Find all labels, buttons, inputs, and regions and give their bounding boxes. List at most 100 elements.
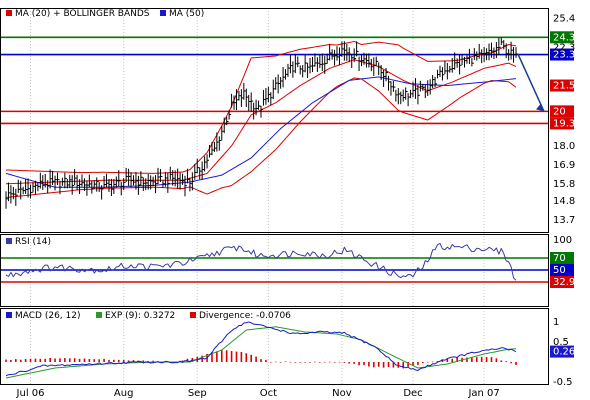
divergence-bar	[319, 362, 321, 363]
divergence-bar	[250, 354, 252, 362]
price-y-tick-label: 18.0	[553, 141, 575, 152]
divergence-bar	[387, 362, 390, 368]
divergence-bar	[309, 362, 311, 363]
divergence-bar	[392, 362, 395, 368]
divergence-bar	[323, 361, 326, 363]
divergence-bar	[49, 357, 51, 362]
divergence-bar	[39, 358, 42, 362]
divergence-bar	[103, 358, 105, 362]
divergence-bar	[451, 358, 454, 362]
divergence-bar	[245, 353, 248, 362]
divergence-bar	[117, 359, 120, 362]
divergence-bar	[382, 362, 385, 368]
divergence-bar	[265, 359, 267, 362]
divergence-bar	[348, 362, 351, 364]
price-level-tag	[550, 117, 574, 130]
divergence-bar	[515, 362, 517, 366]
divergence-bar	[441, 360, 444, 362]
legend-layer: MA (20) + BOLLINGER BANDS MA (50) RSI (14)…	[6, 9, 291, 321]
divergence-bar	[29, 358, 32, 362]
price-level-tag	[550, 48, 574, 61]
divergence-bar	[230, 351, 233, 362]
price-level-tag	[550, 31, 574, 44]
price-y-tick-label: 25.4	[553, 13, 575, 24]
legend-label: EXP (9): 0.3272	[105, 311, 175, 321]
macd-last-tag	[550, 345, 574, 358]
divergence-bar	[368, 362, 370, 367]
x-tick-label: Jan 07	[467, 388, 499, 399]
divergence-bar	[201, 355, 203, 362]
price-y-tick-label: 16.9	[553, 160, 575, 171]
legend-swatch	[6, 312, 12, 318]
divergence-bar	[54, 358, 56, 362]
x-tick-label: Oct	[260, 388, 277, 399]
divergence-bar	[186, 358, 189, 362]
divergence-bar	[24, 359, 27, 362]
divergence-bar	[44, 358, 47, 362]
price-y-tick-label: 21.5	[553, 81, 575, 92]
last-price-tag	[550, 79, 574, 92]
divergence-bar	[446, 358, 449, 362]
divergence-bar	[377, 362, 380, 367]
macd-y-tick-label: 0.26	[553, 347, 575, 358]
divergence-bar	[475, 357, 478, 362]
legend-label: Divergence: -0.0706	[199, 311, 291, 321]
legend-label: MA (50)	[169, 9, 204, 19]
rsi-level-tag	[550, 264, 574, 276]
rsi-line	[5, 242, 517, 281]
divergence-bar	[500, 360, 503, 362]
divergence-bar	[73, 358, 76, 362]
rsi-level-tag	[550, 252, 574, 264]
divergence-bar	[220, 349, 223, 362]
price-y-tick-label: 22.3	[553, 43, 575, 54]
rsi-y-tick-label: 32.93	[553, 277, 582, 288]
divergence-bar	[372, 362, 375, 368]
trend-arrow	[517, 53, 545, 112]
rsi-level-tag	[550, 276, 574, 288]
divergence-bar	[490, 357, 493, 362]
legend-swatch	[190, 312, 196, 318]
divergence-bar	[412, 362, 414, 366]
divergence-bar	[284, 361, 287, 363]
divergence-bar	[485, 357, 488, 362]
divergence-bar	[436, 361, 439, 362]
price-y-tick-label: 14.8	[553, 196, 575, 207]
divergence-bar	[333, 362, 336, 363]
price-y-tick-label: 15.8	[553, 179, 575, 190]
divergence-bar	[279, 362, 282, 363]
divergence-bar	[289, 361, 292, 363]
divergence-bar	[353, 362, 355, 364]
divergence-bar	[505, 361, 507, 362]
legend-swatch	[6, 10, 12, 16]
divergence-bar	[225, 350, 228, 362]
divergence-bar	[108, 359, 110, 362]
price-level-tag	[550, 105, 574, 118]
price-y-tick-label: 20	[553, 106, 566, 117]
divergence-bar	[407, 362, 409, 367]
ma50-line	[5, 76, 517, 188]
divergence-bar	[338, 361, 341, 363]
divergence-bar	[431, 361, 434, 363]
divergence-bar	[274, 361, 277, 363]
divergence-bar	[15, 359, 17, 362]
divergence-bar	[328, 361, 331, 363]
divergence-bar	[426, 361, 429, 363]
price-y-tick-label: 23.3	[553, 50, 575, 61]
divergence-bar	[59, 358, 61, 362]
macd-y-tick-label: 0.5	[553, 337, 569, 348]
price-y-tick-label: 24.3	[553, 32, 575, 43]
divergence-bar	[358, 362, 360, 366]
divergence-bar	[466, 357, 468, 362]
divergence-bar	[299, 362, 302, 363]
legend-swatch	[96, 312, 102, 318]
divergence-bar	[88, 359, 91, 362]
price-y-tick-label: 19.3	[553, 118, 575, 129]
divergence-bar	[132, 360, 135, 362]
x-tick-label: Nov	[332, 388, 352, 399]
divergence-bar	[260, 359, 262, 362]
x-tick-label: Jul 06	[16, 388, 45, 399]
x-tick-label: Sep	[188, 388, 207, 399]
macd-y-tick-label: 1	[553, 317, 559, 328]
divergence-bar	[235, 351, 238, 362]
